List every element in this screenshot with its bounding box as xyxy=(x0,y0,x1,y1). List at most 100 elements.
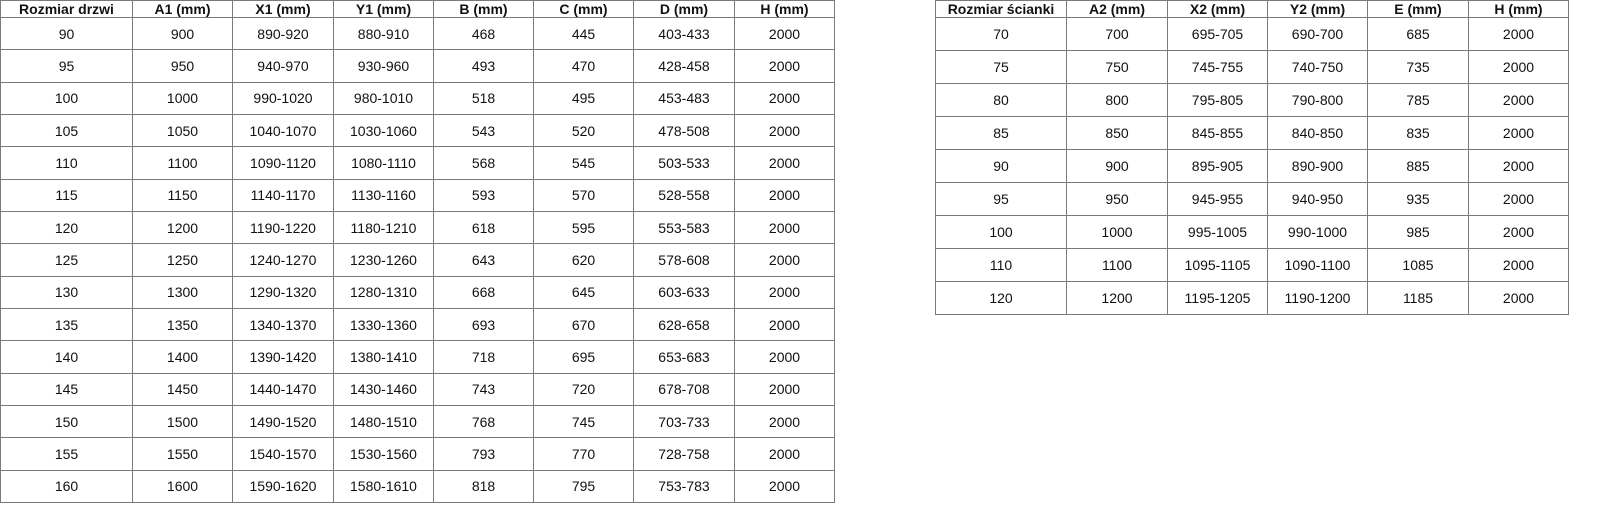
table-cell: 895-905 xyxy=(1167,149,1268,183)
table-cell: 885 xyxy=(1367,149,1469,183)
table-cell: 1095-1105 xyxy=(1167,248,1268,282)
table-cell: 2000 xyxy=(1468,50,1569,84)
table-cell: 2000 xyxy=(734,243,835,277)
table-cell: 2000 xyxy=(1468,83,1569,117)
table-cell: 115 xyxy=(0,178,133,212)
table-cell: 570 xyxy=(533,178,634,212)
table-cell: 2000 xyxy=(1468,149,1569,183)
table-cell: 835 xyxy=(1367,116,1469,150)
table-cell: 1050 xyxy=(132,113,233,148)
table-cell: 1100 xyxy=(132,146,233,180)
table-cell: 1085 xyxy=(1367,248,1469,282)
table-cell: 1040-1070 xyxy=(232,113,334,148)
table-cell: 1480-1510 xyxy=(333,404,434,439)
table-cell: 1090-1100 xyxy=(1267,248,1368,282)
table-cell: 1190-1200 xyxy=(1267,281,1368,315)
table-cell: 678-708 xyxy=(633,372,735,406)
table-cell: 1190-1220 xyxy=(232,210,334,245)
table-cell: 1290-1320 xyxy=(232,275,334,309)
table-cell: 795-805 xyxy=(1167,83,1268,117)
table-cell: 518 xyxy=(433,81,534,115)
table-cell: 120 xyxy=(0,210,133,245)
table-cell: 553-583 xyxy=(633,210,735,245)
column-header: C (mm) xyxy=(533,0,634,18)
table-cell: 75 xyxy=(935,50,1067,84)
table-cell: 2000 xyxy=(734,340,835,374)
table-cell: 145 xyxy=(0,372,133,406)
table-cell: 1030-1060 xyxy=(333,113,434,148)
table-cell: 568 xyxy=(433,146,534,180)
table-cell: 85 xyxy=(935,116,1067,150)
table-row: 135 1350 1340-1370 1330-1360 693 670 628-658 20… xyxy=(0,307,835,342)
table-cell: 690-700 xyxy=(1267,17,1368,51)
table-cell: 95 xyxy=(935,182,1067,216)
table-row: 140 1400 1390-1420 1380-1410 718 695 653-683 20… xyxy=(0,340,835,374)
header-row: Rozmiar drzwi A1 (mm) X1 (mm) Y1 (mm) B (mm)… xyxy=(0,0,835,18)
table-cell: 1580-1610 xyxy=(333,469,434,504)
table-cell: 1300 xyxy=(132,275,233,309)
table-cell: 753-783 xyxy=(633,469,735,504)
table-cell: 1090-1120 xyxy=(232,146,334,180)
table-row: 110 1100 1090-1120 1080-1110 568 545 503-533 20… xyxy=(0,146,835,180)
table-cell: 695 xyxy=(533,340,634,374)
table-cell: 743 xyxy=(433,372,534,406)
table-cell: 595 xyxy=(533,210,634,245)
table-cell: 603-633 xyxy=(633,275,735,309)
table-cell: 125 xyxy=(0,243,133,277)
table-cell: 950 xyxy=(1066,182,1168,216)
table-cell: 840-850 xyxy=(1267,116,1368,150)
table-cell: 770 xyxy=(533,437,634,471)
table-cell: 900 xyxy=(1066,149,1168,183)
table-cell: 2000 xyxy=(1468,215,1569,249)
table-cell: 790-800 xyxy=(1267,83,1368,117)
table-cell: 735 xyxy=(1367,50,1469,84)
table-cell: 620 xyxy=(533,243,634,277)
table-cell: 150 xyxy=(0,404,133,439)
table-cell: 653-683 xyxy=(633,340,735,374)
table-cell: 1080-1110 xyxy=(333,146,434,180)
table-cell: 543 xyxy=(433,113,534,148)
table-cell: 528-558 xyxy=(633,178,735,212)
table-cell: 643 xyxy=(433,243,534,277)
table-cell: 668 xyxy=(433,275,534,309)
table-cell: 2000 xyxy=(1468,116,1569,150)
table-cell: 628-658 xyxy=(633,307,735,342)
column-header: E (mm) xyxy=(1367,0,1469,18)
column-header: Y2 (mm) xyxy=(1267,0,1368,18)
table-cell: 545 xyxy=(533,146,634,180)
table-cell: 470 xyxy=(533,49,634,83)
table-row: 95 950 940-970 930-960 493 470 428-458 2000 xyxy=(0,49,835,83)
table-cell: 90 xyxy=(0,16,133,51)
table-row: 155 1550 1540-1570 1530-1560 793 770 728-758 20… xyxy=(0,437,835,471)
table-cell: 1340-1370 xyxy=(232,307,334,342)
table-cell: 130 xyxy=(0,275,133,309)
table-cell: 890-920 xyxy=(232,16,334,51)
table-cell: 135 xyxy=(0,307,133,342)
column-header: A1 (mm) xyxy=(132,0,233,18)
table-cell: 1240-1270 xyxy=(232,243,334,277)
table-row: 120 1200 1190-1220 1180-1210 618 595 553-583 20… xyxy=(0,210,835,245)
table-row: 150 1500 1490-1520 1480-1510 768 745 703-733 20… xyxy=(0,404,835,439)
table-cell: 2000 xyxy=(734,113,835,148)
table-cell: 495 xyxy=(533,81,634,115)
table-cell: 950 xyxy=(132,49,233,83)
table-cell: 745 xyxy=(533,404,634,439)
table-cell: 745-755 xyxy=(1167,50,1268,84)
table-cell: 578-608 xyxy=(633,243,735,277)
table-cell: 2000 xyxy=(734,404,835,439)
table-row: 95 950 945-955 940-950 935 2000 xyxy=(935,182,1569,216)
table-row: 145 1450 1440-1470 1430-1460 743 720 678-708 20… xyxy=(0,372,835,406)
table-row: 75 750 745-755 740-750 735 2000 xyxy=(935,50,1569,84)
column-header: Rozmiar drzwi xyxy=(0,0,133,18)
table-cell: 1390-1420 xyxy=(232,340,334,374)
table-cell: 1330-1360 xyxy=(333,307,434,342)
column-header: H (mm) xyxy=(1468,0,1569,18)
table-row: 100 1000 990-1020 980-1010 518 495 453-483 2000 xyxy=(0,81,835,115)
table-cell: 1230-1260 xyxy=(333,243,434,277)
table-cell: 2000 xyxy=(734,275,835,309)
table-cell: 2000 xyxy=(734,469,835,504)
table-cell: 1540-1570 xyxy=(232,437,334,471)
table-cell: 1380-1410 xyxy=(333,340,434,374)
table-row: 160 1600 1590-1620 1580-1610 818 795 753-783 20… xyxy=(0,469,835,504)
table-cell: 1200 xyxy=(132,210,233,245)
